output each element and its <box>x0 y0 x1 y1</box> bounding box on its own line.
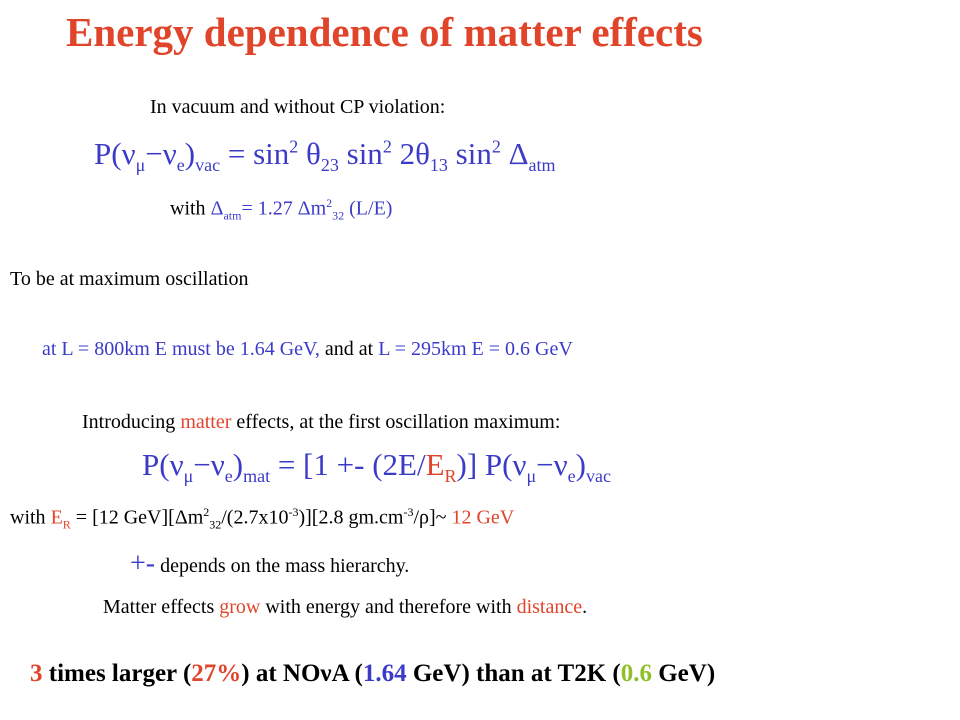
delta-atm-definition: with Δatm= 1.27 Δm232 (L/E) <box>170 196 393 223</box>
vacuum-probability-equation: P(νμ−νe)vac = sin2 θ23 sin2 2θ13 sin2 Δa… <box>94 136 556 176</box>
resonance-energy-definition: with ER = [12 GeV][Δm232/(2.7x10-3)][2.8… <box>10 505 515 532</box>
max-oscillation-text: To be at maximum oscillation <box>10 268 249 290</box>
intro-text: In vacuum and without CP violation: <box>150 96 446 118</box>
mass-hierarchy-note: +- depends on the mass hierarchy. <box>130 548 410 579</box>
baseline-energy-line: at L = 800km E must be 1.64 GeV, and at … <box>42 338 573 360</box>
slide-title: Energy dependence of matter effects <box>66 9 703 55</box>
conclusion-line: 3 times larger (27%) at NOνA (1.64 GeV) … <box>30 660 716 687</box>
matter-probability-equation: P(νμ−νe)mat = [1 +- (2E/ER)] P(νμ−νe)vac <box>142 447 611 487</box>
matter-growth-note: Matter effects grow with energy and ther… <box>103 596 588 618</box>
matter-intro-text: Introducing matter effects, at the first… <box>82 411 561 433</box>
